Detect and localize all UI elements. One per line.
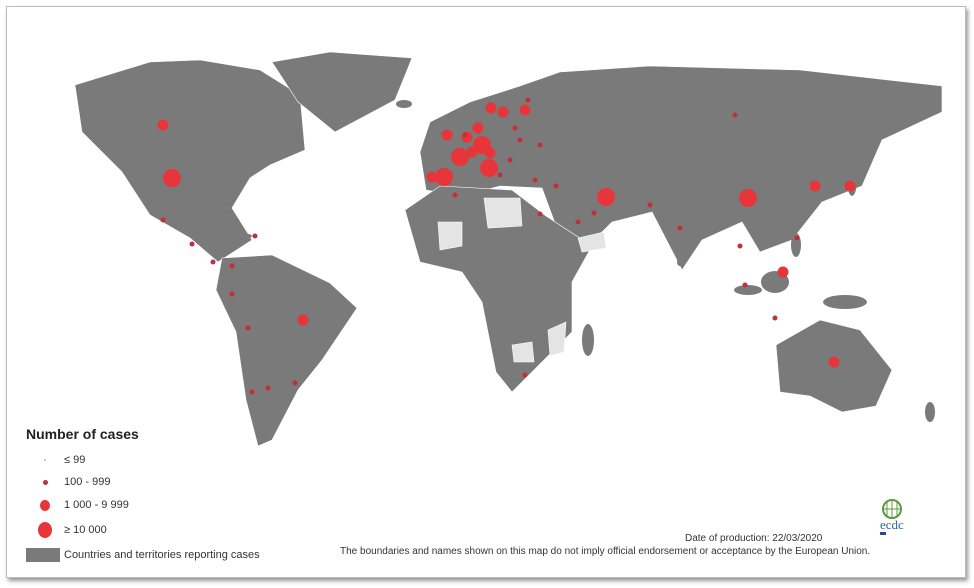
legend-dot-small-icon [44,459,46,461]
case-marker [249,389,255,395]
case-marker [157,119,169,131]
case-marker [297,314,309,326]
case-marker [484,147,496,159]
case-marker [462,132,468,138]
sumatra [734,285,762,295]
madagascar [582,324,594,356]
cuba [228,233,252,239]
case-marker [426,171,438,183]
case-marker [265,385,271,391]
case-marker [485,102,497,114]
case-marker [451,148,469,166]
case-marker [497,172,503,178]
case-marker [537,142,543,148]
case-marker [522,372,528,378]
legend-label: Countries and territories reporting case… [64,549,260,561]
case-marker [461,131,473,143]
case-marker [532,177,538,183]
case-marker [525,97,531,103]
case-marker [189,241,195,247]
legend-dot-icon [42,479,48,485]
case-marker [553,183,559,189]
eurasia [419,65,943,271]
case-marker [647,202,653,208]
legend-label: 100 - 999 [64,476,111,488]
case-marker [809,180,821,192]
case-marker [480,159,498,177]
case-marker [466,146,478,158]
case-marker [252,233,258,239]
case-marker [742,282,748,288]
case-marker [229,263,235,269]
legend-class-4: ≥ 10 000 [26,522,107,538]
south-america [215,254,358,447]
case-marker [507,157,513,163]
sri-lanka [677,258,683,266]
case-marker [435,168,453,186]
not-reporting-yemen [577,231,607,253]
svg-text:ecdc: ecdc [880,517,904,532]
legend-label: ≤ 99 [64,454,86,466]
new-zealand [925,402,935,422]
land-layer [74,51,943,447]
case-marker [794,235,800,241]
case-markers [157,97,856,395]
iceland [396,100,412,108]
new-guinea [823,295,867,309]
case-marker [245,325,251,331]
case-marker [591,210,597,216]
not-reporting-west-africa [437,221,463,251]
legend-label: 1 000 - 9 999 [64,499,129,511]
greenland [271,51,413,133]
case-marker [828,356,840,368]
case-marker [210,259,216,265]
production-date: Date of production: 22/03/2020 [685,533,823,544]
case-marker [575,219,581,225]
reporting-swatch-icon [26,548,60,562]
case-marker [737,243,743,249]
case-marker [777,266,789,278]
disclaimer: The boundaries and names shown on this m… [340,546,871,557]
case-marker [452,192,458,198]
case-marker [677,225,683,231]
case-marker [537,211,543,217]
case-marker [519,104,531,116]
north-america [74,59,306,263]
legend-label: ≥ 10 000 [64,524,107,536]
case-marker [441,129,453,141]
case-marker [512,125,518,131]
case-marker [772,315,778,321]
case-marker [844,180,856,192]
legend-class-2: 100 - 999 [26,474,110,490]
legend-reporting: Countries and territories reporting case… [26,547,260,563]
case-marker [160,217,166,223]
case-marker [472,122,484,134]
ecdc-logo: ecdc [876,497,912,537]
case-marker [229,291,235,297]
legend-class-3: 1 000 - 9 999 [26,497,129,513]
not-reporting-libya [483,197,523,229]
case-marker [292,380,298,386]
legend-dot-large-icon [38,522,52,538]
case-marker [163,169,181,187]
legend-dot-icon [40,499,50,511]
case-marker [732,112,738,118]
case-marker [517,137,523,143]
case-marker [739,189,757,207]
legend-title: Number of cases [26,426,139,442]
case-marker [497,106,509,118]
legend-class-1: ≤ 99 [26,452,85,468]
not-reporting-mozambique [547,321,567,357]
ecdc-logo-icon: ecdc [880,499,904,535]
not-reporting-southern-africa [511,341,535,363]
case-marker [597,188,615,206]
